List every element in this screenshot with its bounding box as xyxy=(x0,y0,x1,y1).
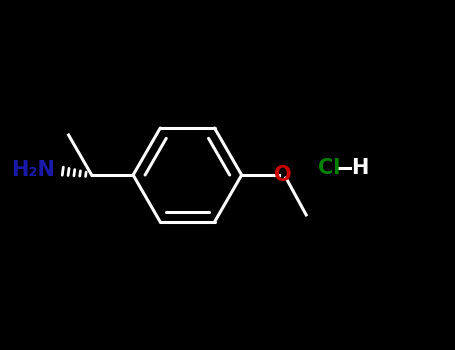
Text: Cl: Cl xyxy=(318,158,340,178)
Text: O: O xyxy=(274,165,292,185)
Text: H₂N: H₂N xyxy=(11,160,56,180)
Text: H: H xyxy=(351,158,369,178)
